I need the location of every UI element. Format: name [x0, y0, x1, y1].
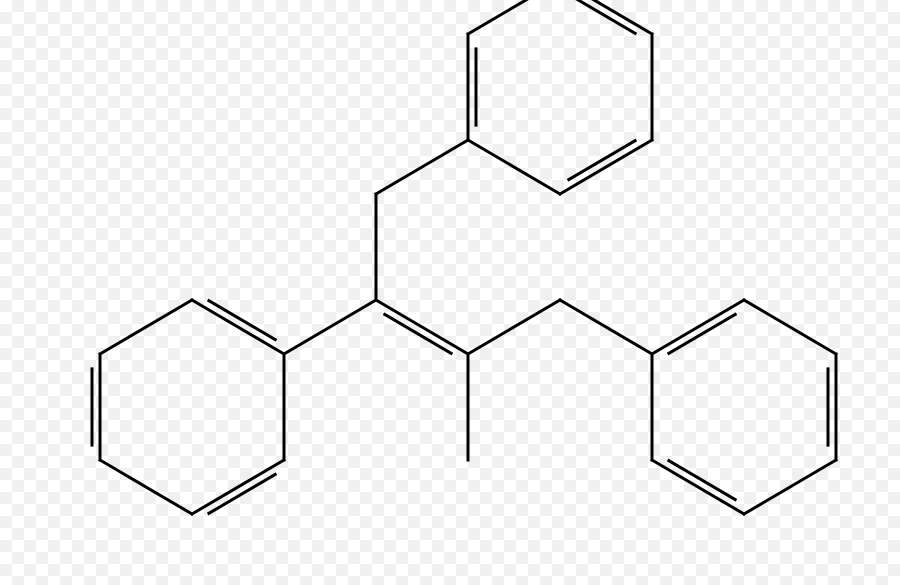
bond-line	[560, 300, 652, 354]
bond-line	[209, 301, 275, 340]
bond-line	[468, 0, 560, 34]
bond-line	[100, 460, 192, 514]
bond-line	[468, 140, 560, 194]
bond-line	[560, 140, 652, 194]
bond-line	[284, 300, 376, 354]
bond-line	[192, 460, 284, 514]
bond-line	[744, 300, 836, 354]
bond-line	[669, 314, 735, 353]
bond-line	[569, 141, 635, 180]
chemical-structure-diagram	[0, 0, 900, 580]
bond-line	[669, 461, 735, 500]
bond-line	[192, 300, 284, 354]
bond-line	[376, 140, 468, 194]
bond-line	[100, 300, 192, 354]
bond-line	[385, 314, 451, 353]
bond-line	[376, 300, 468, 354]
bond-line	[652, 460, 744, 514]
bond-line	[744, 460, 836, 514]
bond-line	[468, 300, 560, 354]
bond-line	[209, 474, 275, 513]
bond-line	[652, 300, 744, 354]
